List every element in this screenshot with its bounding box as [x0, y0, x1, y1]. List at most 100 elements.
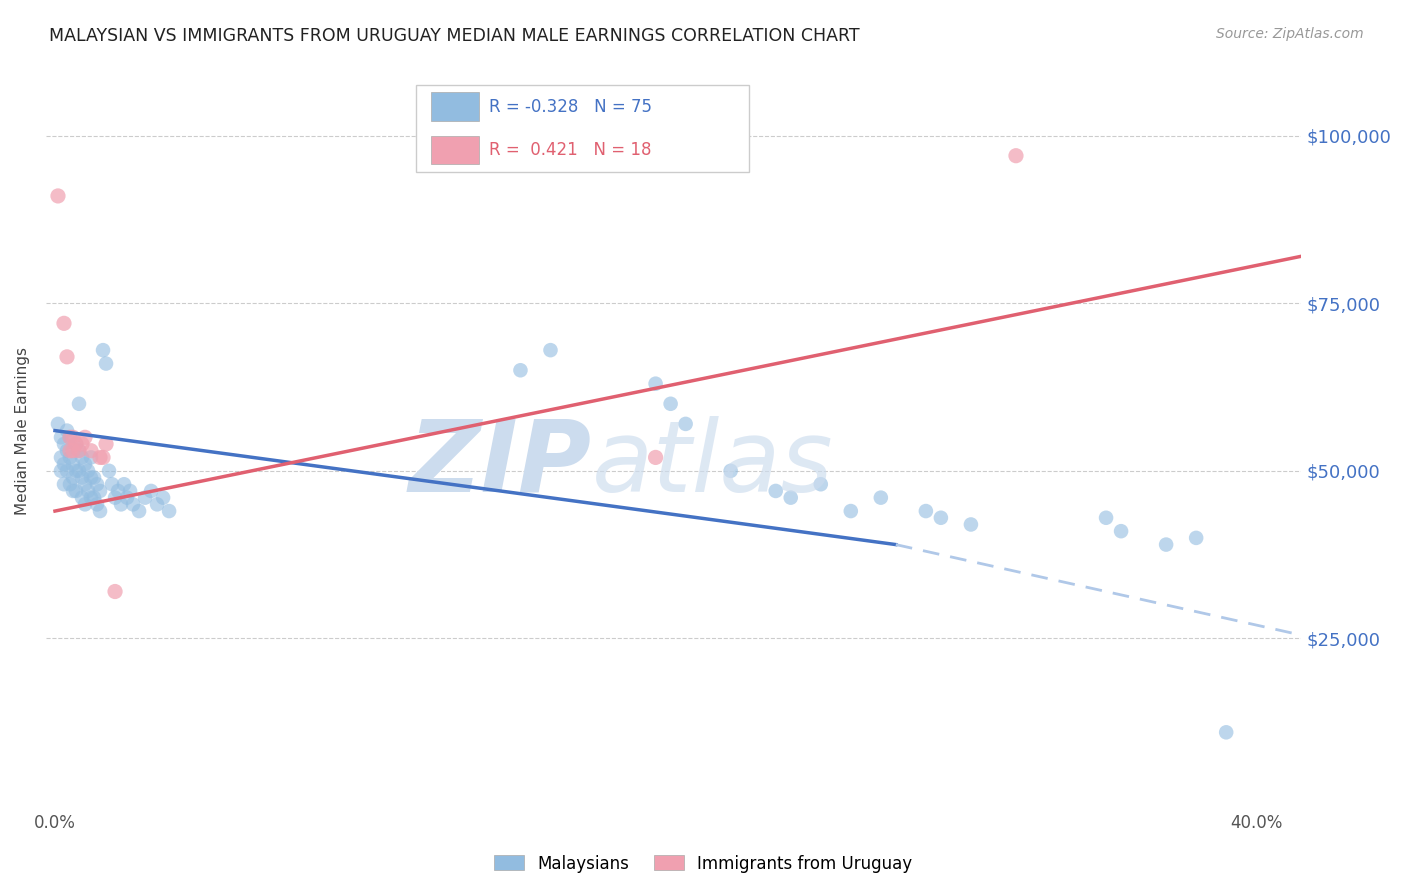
Point: [644, 450, 666, 465]
Point: [59, 443, 82, 458]
Point: [509, 363, 531, 377]
Point: [73, 497, 96, 511]
Point: [122, 497, 145, 511]
Point: [70, 450, 93, 465]
Point: [720, 464, 742, 478]
Point: [89, 483, 111, 498]
Point: [644, 376, 666, 391]
Point: [59, 450, 82, 465]
Text: R = -0.328   N = 75: R = -0.328 N = 75: [489, 98, 652, 116]
Point: [53, 457, 76, 471]
Point: [49, 464, 72, 478]
Point: [83, 470, 105, 484]
Point: [89, 504, 111, 518]
Text: MALAYSIAN VS IMMIGRANTS FROM URUGUAY MEDIAN MALE EARNINGS CORRELATION CHART: MALAYSIAN VS IMMIGRANTS FROM URUGUAY MED…: [49, 27, 860, 45]
Text: R =  0.421   N = 18: R = 0.421 N = 18: [489, 141, 651, 159]
Point: [779, 491, 801, 505]
Point: [115, 491, 138, 505]
Point: [77, 483, 100, 498]
Point: [152, 491, 174, 505]
Point: [80, 470, 103, 484]
Point: [83, 491, 105, 505]
Point: [77, 464, 100, 478]
Point: [46, 417, 69, 431]
Point: [1185, 531, 1208, 545]
Point: [56, 464, 79, 478]
Point: [70, 491, 93, 505]
Point: [1109, 524, 1132, 538]
Point: [49, 430, 72, 444]
Point: [659, 397, 682, 411]
Point: [89, 450, 111, 465]
Point: [540, 343, 562, 358]
Point: [810, 477, 832, 491]
Point: [94, 437, 117, 451]
Point: [65, 483, 87, 498]
Point: [104, 584, 127, 599]
Point: [157, 504, 180, 518]
FancyBboxPatch shape: [432, 136, 479, 164]
Point: [62, 483, 84, 498]
FancyBboxPatch shape: [416, 85, 749, 171]
Point: [65, 437, 87, 451]
Point: [1095, 510, 1118, 524]
Point: [101, 477, 124, 491]
Point: [53, 316, 76, 330]
Point: [67, 397, 90, 411]
Point: [960, 517, 983, 532]
Point: [110, 497, 132, 511]
Point: [91, 343, 114, 358]
Point: [56, 350, 79, 364]
Point: [134, 491, 156, 505]
Legend: Malaysians, Immigrants from Uruguay: Malaysians, Immigrants from Uruguay: [486, 848, 920, 880]
Point: [128, 504, 150, 518]
Point: [675, 417, 697, 431]
Point: [146, 497, 169, 511]
Point: [98, 464, 121, 478]
Point: [62, 443, 84, 458]
Text: Source: ZipAtlas.com: Source: ZipAtlas.com: [1216, 27, 1364, 41]
Point: [80, 450, 103, 465]
Point: [104, 491, 127, 505]
Point: [80, 491, 103, 505]
Point: [70, 470, 93, 484]
Point: [53, 437, 76, 451]
Point: [62, 470, 84, 484]
Point: [62, 430, 84, 444]
Point: [67, 443, 90, 458]
Point: [59, 477, 82, 491]
Y-axis label: Median Male Earnings: Median Male Earnings: [15, 347, 30, 515]
Point: [107, 483, 129, 498]
FancyBboxPatch shape: [432, 93, 479, 121]
Text: ZIP: ZIP: [409, 416, 592, 513]
Point: [94, 357, 117, 371]
Point: [73, 477, 96, 491]
Point: [65, 464, 87, 478]
Point: [839, 504, 862, 518]
Point: [53, 477, 76, 491]
Point: [1005, 149, 1028, 163]
Point: [929, 510, 952, 524]
Point: [59, 430, 82, 444]
Point: [120, 483, 142, 498]
Point: [91, 450, 114, 465]
Point: [56, 424, 79, 438]
Text: atlas: atlas: [592, 416, 834, 513]
Point: [765, 483, 787, 498]
Point: [49, 450, 72, 465]
Point: [1154, 538, 1177, 552]
Point: [67, 443, 90, 458]
Point: [139, 483, 162, 498]
Point: [112, 477, 135, 491]
Point: [65, 437, 87, 451]
Point: [56, 443, 79, 458]
Point: [73, 430, 96, 444]
Point: [86, 497, 108, 511]
Point: [59, 430, 82, 444]
Point: [46, 189, 69, 203]
Point: [62, 457, 84, 471]
Point: [70, 437, 93, 451]
Point: [86, 477, 108, 491]
Point: [915, 504, 938, 518]
Point: [73, 457, 96, 471]
